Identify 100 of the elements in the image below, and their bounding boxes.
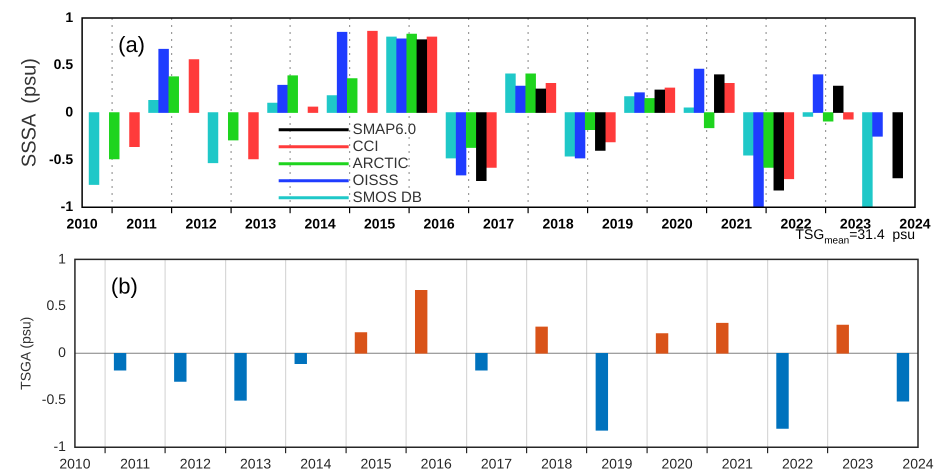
bar (774, 112, 784, 190)
legend-label: ARCTIC (352, 154, 409, 172)
bar (208, 112, 218, 164)
bar (486, 112, 497, 168)
bar (475, 352, 488, 371)
bar (776, 352, 789, 429)
x-tick-label: 2016 (423, 215, 455, 232)
bar (248, 112, 259, 160)
x-tick-label: 2020 (662, 455, 693, 472)
bar (88, 112, 100, 185)
bar (546, 82, 556, 113)
bar (802, 112, 814, 117)
annotation: (a) (118, 32, 146, 57)
bar (476, 112, 487, 182)
bar (654, 90, 666, 113)
x-tick-label: 2021 (720, 215, 752, 232)
bar (277, 84, 288, 113)
bar (605, 112, 616, 142)
bar (843, 112, 854, 120)
x-tick-label: 2017 (480, 455, 512, 472)
x-tick-label: 2022 (782, 455, 814, 472)
x-tick-label: 2014 (300, 455, 332, 472)
bar (414, 290, 428, 354)
y-tick-label: -1 (60, 198, 74, 214)
x-tick-label: 2012 (180, 455, 212, 472)
bar (833, 86, 844, 113)
bar (406, 34, 417, 113)
bar (346, 78, 358, 113)
bar (536, 88, 546, 113)
y-tick-label: 0.5 (54, 56, 74, 72)
x-tick-label: 2013 (240, 455, 272, 472)
x-tick-label: 2015 (364, 215, 396, 232)
y-tick-label: -0.5 (42, 391, 66, 408)
y-tick-label: 0.5 (46, 297, 66, 314)
x-tick-label: 2018 (541, 455, 572, 472)
bar (446, 112, 456, 158)
bar (574, 112, 586, 158)
bar (724, 82, 735, 113)
bar (743, 112, 754, 156)
bar (644, 98, 655, 113)
bar (714, 74, 725, 113)
x-tick-label: 2021 (722, 455, 754, 472)
bar (763, 112, 774, 168)
bar (456, 112, 466, 176)
bar (109, 112, 120, 160)
y-tick-label: 1 (65, 8, 74, 25)
bar (535, 326, 548, 354)
x-tick-label: 2014 (304, 215, 336, 232)
legend-label: CCI (352, 138, 379, 155)
bar (367, 30, 378, 113)
bar (188, 59, 200, 113)
bar (595, 112, 606, 151)
bar (656, 333, 668, 354)
bar (836, 324, 849, 354)
bar (634, 92, 645, 113)
annotation: (b) (110, 273, 138, 298)
bar (308, 106, 318, 113)
bar (862, 112, 873, 208)
bar (515, 86, 526, 113)
bar (684, 108, 694, 113)
bar (228, 112, 238, 140)
x-tick-label: 2011 (120, 455, 150, 472)
bar (114, 352, 126, 371)
bar (664, 88, 676, 113)
bar (287, 75, 298, 113)
bar (716, 322, 728, 354)
y-tick-label: 1 (58, 250, 66, 266)
bar (564, 112, 576, 156)
x-tick-label: 2019 (602, 215, 634, 232)
bar (872, 112, 883, 137)
y-tick-label: 0 (65, 103, 74, 120)
bar (426, 36, 438, 113)
x-tick-label: 2024 (902, 455, 934, 472)
x-tick-label: 2023 (842, 455, 874, 472)
x-tick-label: 2011 (126, 215, 158, 232)
bar (168, 76, 179, 113)
bar (505, 73, 516, 113)
x-tick-label: 2024 (899, 215, 931, 232)
x-tick-label: 2017 (482, 215, 514, 232)
bar (822, 112, 834, 122)
x-tick-label: 2013 (245, 215, 276, 232)
bar (624, 96, 635, 113)
bar (396, 38, 407, 113)
legend-label: SMOS DB (352, 188, 422, 206)
bar (129, 112, 140, 147)
bar (354, 332, 368, 354)
legend-label: OISSS (352, 172, 399, 189)
bar (892, 112, 903, 178)
x-tick-label: 2018 (542, 215, 574, 232)
y-tick-label: -1 (53, 438, 66, 454)
bar (294, 352, 307, 364)
x-tick-label: 2012 (186, 215, 217, 232)
bar (704, 112, 714, 128)
bar (148, 100, 159, 113)
bar (267, 102, 278, 113)
legend-label: SMAP6.0 (352, 120, 416, 138)
bar (234, 352, 247, 401)
x-tick-label: 2015 (360, 455, 392, 472)
y-axis-title: SSSA (psu) (18, 58, 41, 168)
bar (158, 48, 169, 113)
